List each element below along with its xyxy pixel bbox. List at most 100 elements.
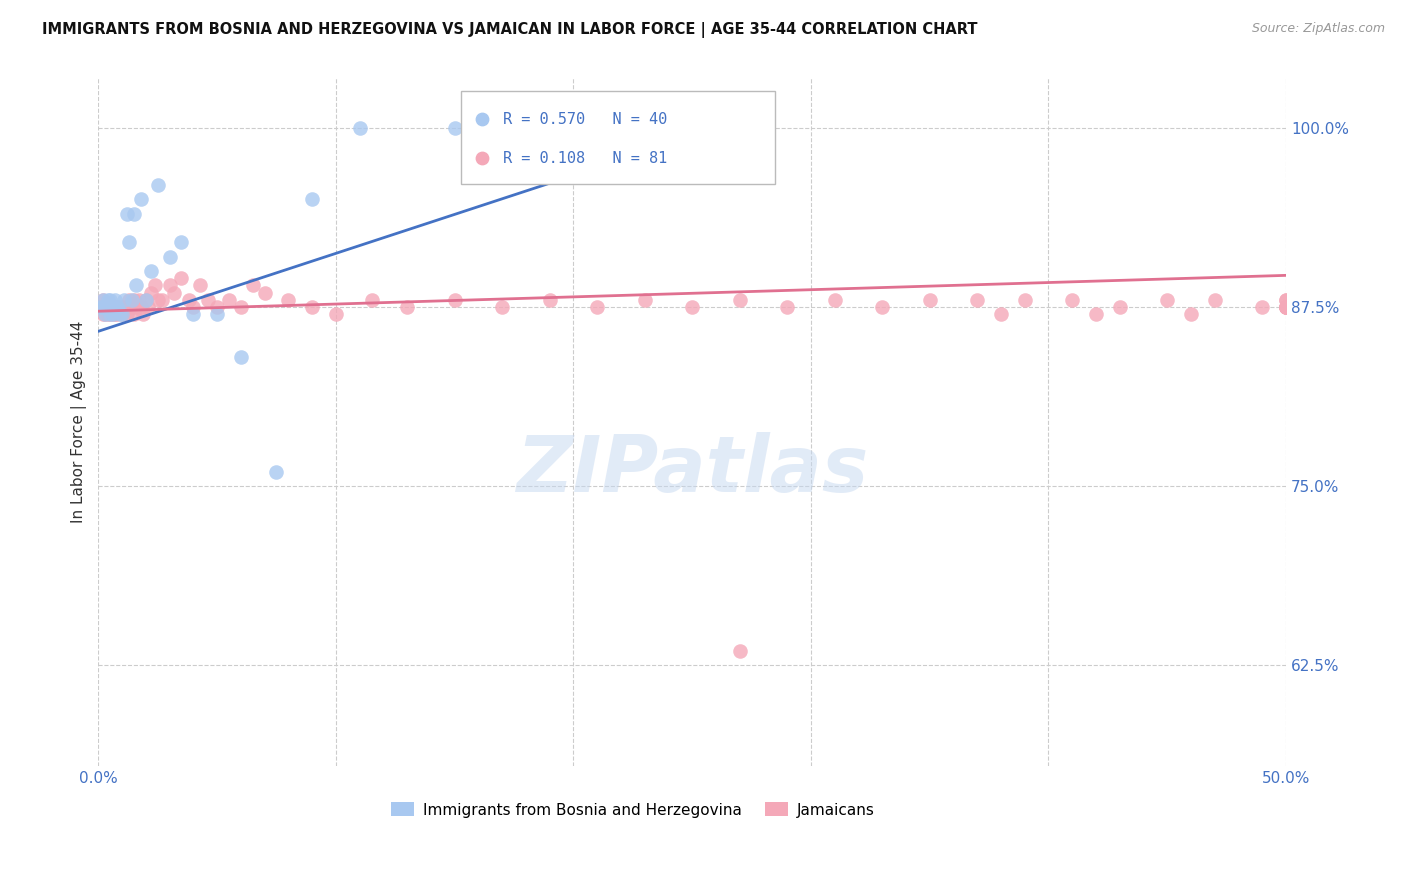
Point <box>229 350 252 364</box>
Point <box>97 300 120 314</box>
Point <box>1251 300 1274 314</box>
Point <box>170 235 193 250</box>
Point <box>277 293 299 307</box>
Point <box>443 120 465 135</box>
Point <box>98 307 121 321</box>
Point <box>396 300 419 314</box>
Point <box>301 300 323 314</box>
Point <box>1204 293 1226 307</box>
Point <box>136 300 159 314</box>
Point <box>1275 300 1298 314</box>
Text: R = 0.108   N = 81: R = 0.108 N = 81 <box>503 151 668 166</box>
Point <box>1275 300 1298 314</box>
Point <box>121 300 143 314</box>
Point <box>170 271 193 285</box>
Point <box>104 307 127 321</box>
Point <box>115 307 138 321</box>
Point <box>242 278 264 293</box>
Point <box>855 289 877 303</box>
Point <box>94 307 117 321</box>
Point <box>1275 293 1298 307</box>
Point <box>218 293 240 307</box>
Point <box>114 293 136 307</box>
Text: Source: ZipAtlas.com: Source: ZipAtlas.com <box>1251 22 1385 36</box>
Point <box>94 300 117 314</box>
Point <box>360 293 382 307</box>
Point <box>824 293 846 307</box>
Point <box>728 293 751 307</box>
Point <box>253 285 276 300</box>
Point <box>1156 293 1178 307</box>
Point <box>97 300 120 314</box>
Point <box>918 293 941 307</box>
Point <box>104 293 127 307</box>
Point <box>586 300 609 314</box>
Point <box>105 307 128 321</box>
Point <box>98 307 121 321</box>
Point <box>121 293 143 307</box>
Point <box>163 285 186 300</box>
Point <box>114 300 136 314</box>
Point <box>152 293 174 307</box>
Point <box>101 300 124 314</box>
Point <box>135 293 157 307</box>
Point <box>229 300 252 314</box>
Point <box>143 278 166 293</box>
Point <box>101 307 124 321</box>
Point <box>301 192 323 206</box>
Text: IMMIGRANTS FROM BOSNIA AND HERZEGOVINA VS JAMAICAN IN LABOR FORCE | AGE 35-44 CO: IMMIGRANTS FROM BOSNIA AND HERZEGOVINA V… <box>42 22 977 38</box>
Point <box>1275 300 1298 314</box>
Point <box>105 300 128 314</box>
Point <box>562 120 585 135</box>
Point <box>97 293 120 307</box>
Text: R = 0.570   N = 40: R = 0.570 N = 40 <box>503 112 668 127</box>
Point <box>97 307 120 321</box>
Point <box>101 300 124 314</box>
Text: ZIPatlas: ZIPatlas <box>516 432 869 508</box>
Point <box>98 300 121 314</box>
Point <box>266 465 288 479</box>
Point <box>122 307 145 321</box>
Point <box>443 293 465 307</box>
Point <box>135 293 157 307</box>
Point <box>129 300 152 314</box>
Point <box>111 307 134 321</box>
Point <box>870 300 893 314</box>
Point <box>125 278 148 293</box>
Point <box>183 307 205 321</box>
Point <box>1014 293 1036 307</box>
Point <box>94 300 117 314</box>
Point <box>118 293 141 307</box>
Point <box>177 293 200 307</box>
Point <box>205 307 228 321</box>
Point <box>633 293 655 307</box>
Point <box>205 300 228 314</box>
Point <box>104 300 127 314</box>
Point <box>146 293 169 307</box>
Point <box>105 300 128 314</box>
Point <box>1275 300 1298 314</box>
Point <box>325 307 347 321</box>
Point <box>1084 307 1107 321</box>
Point <box>98 300 121 314</box>
Point <box>139 285 162 300</box>
Point <box>128 293 150 307</box>
Point <box>990 307 1012 321</box>
Y-axis label: In Labor Force | Age 35-44: In Labor Force | Age 35-44 <box>72 320 87 523</box>
Point <box>1062 293 1084 307</box>
Point <box>125 300 148 314</box>
Point <box>132 307 155 321</box>
Point <box>101 307 124 321</box>
Point <box>98 293 121 307</box>
Point <box>1275 300 1298 314</box>
Point <box>776 300 799 314</box>
FancyBboxPatch shape <box>461 91 775 184</box>
Point <box>91 307 114 321</box>
Point <box>90 300 112 314</box>
Point <box>190 278 212 293</box>
Point <box>728 644 751 658</box>
Point <box>349 120 371 135</box>
Point <box>197 293 219 307</box>
Point <box>122 293 145 307</box>
Point <box>681 300 703 314</box>
